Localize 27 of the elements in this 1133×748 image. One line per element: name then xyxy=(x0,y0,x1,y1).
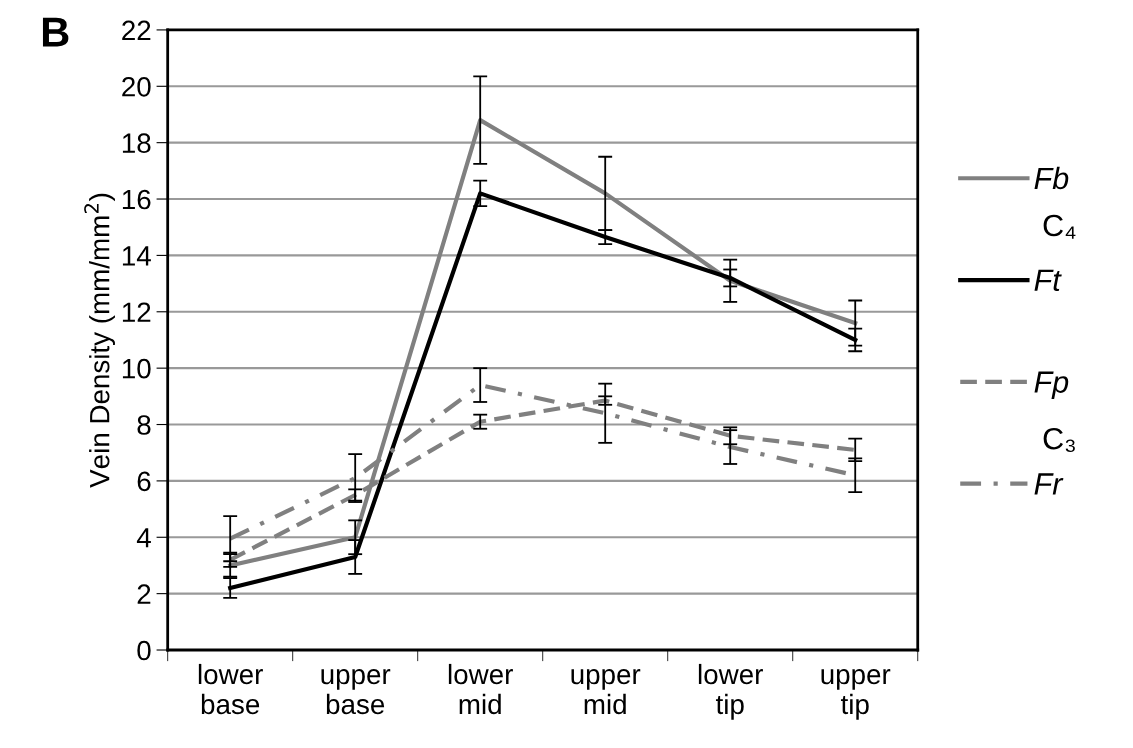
y-tick-label: 12 xyxy=(122,302,151,322)
y-tick-label: 14 xyxy=(122,246,151,266)
y-tick-label: 8 xyxy=(137,415,151,435)
legend-label: Fr xyxy=(1034,473,1064,495)
y-tick-label: 18 xyxy=(122,133,151,153)
line-series xyxy=(228,118,858,568)
x-tick-label: lower tip xyxy=(698,663,763,720)
y-tick-label: 4 xyxy=(136,528,151,548)
text: C₃ xyxy=(1043,427,1075,452)
y-tick-label: 22 xyxy=(122,20,151,40)
x-tick-label: lower base xyxy=(198,663,263,715)
y-tick-label: 6 xyxy=(137,471,151,492)
legend-label: Ft xyxy=(1034,269,1062,292)
y-tick-label: 16 xyxy=(122,189,151,210)
text: C₄ xyxy=(1043,214,1076,239)
y-tick-label: 20 xyxy=(122,76,151,97)
y-tick-label: 0 xyxy=(137,640,151,661)
chart-title: B xyxy=(42,17,69,47)
legend-label: Fp xyxy=(1034,371,1069,399)
x-tick-label: upper base xyxy=(321,669,391,715)
x-tick-label: lower mid xyxy=(448,663,513,715)
x-tick-label: upper mid xyxy=(571,669,641,715)
y-tick-label: 2 xyxy=(137,584,151,604)
y-tick-label: 10 xyxy=(122,358,151,379)
x-tick-label: upper tip xyxy=(821,669,891,720)
legend-label: Fb xyxy=(1034,166,1069,190)
y-axis-title: Vein Density (mm/mm$^{2}$) xyxy=(84,193,115,488)
